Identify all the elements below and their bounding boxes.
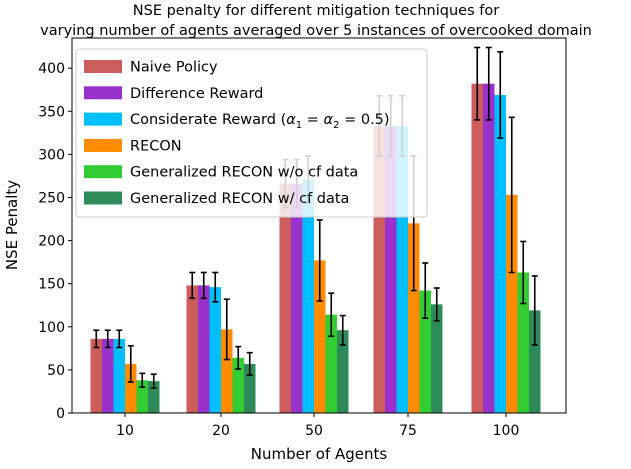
bar-series3-10 [113, 338, 125, 413]
bar-series4-50 [314, 260, 326, 413]
bar-series3-20 [209, 287, 221, 413]
error-bar-series3-100 [497, 50, 504, 139]
error-bar-series4-50 [316, 219, 323, 302]
error-bar-series6-75 [433, 287, 440, 322]
bar-series2-20 [198, 285, 210, 413]
y-tick-label-0: 0 [56, 406, 65, 422]
x-tick-label-100: 100 [493, 423, 520, 439]
legend-swatch-3 [84, 112, 122, 126]
x-tick-label-20: 20 [212, 423, 230, 439]
x-tick-label-50: 50 [305, 423, 323, 439]
bar-series1-10 [90, 338, 102, 413]
y-tick-label-50: 50 [47, 363, 65, 379]
legend-label-3: Considerate Reward (α1 = α2 = 0.5) [130, 112, 390, 131]
legend-item-2: Difference Reward [84, 86, 263, 102]
bar-series5-75 [419, 290, 431, 413]
y-tick-label-200: 200 [38, 234, 65, 250]
legend-swatch-2 [84, 86, 122, 100]
legend-label-6: Generalized RECON w/ cf data [130, 191, 349, 207]
legend-item-3: Considerate Reward (α1 = α2 = 0.5) [84, 112, 390, 131]
x-tick-label-10: 10 [116, 423, 134, 439]
legend-item-5: Generalized RECON w/o cf data [84, 165, 358, 181]
legend: Naive Policy Difference Reward Considerate… [75, 48, 428, 218]
error-bar-series4-20 [223, 298, 230, 361]
bar-series2-100 [483, 83, 495, 413]
error-bar-series3-20 [212, 271, 219, 303]
bar-series2-50 [291, 183, 303, 413]
legend-label-4: RECON [130, 138, 182, 154]
legend-item-6: Generalized RECON w/ cf data [84, 191, 349, 207]
y-tick-label-400: 400 [38, 61, 65, 77]
error-bar-series6-10 [150, 373, 157, 389]
bar-series1-20 [186, 285, 198, 413]
legend-label-1: Naive Policy [130, 60, 218, 76]
error-bar-series4-10 [127, 344, 134, 383]
bar-series3-100 [494, 94, 506, 414]
legend-swatch-6 [84, 191, 122, 205]
chart-title: NSE penalty for different mitigation tec… [40, 3, 592, 39]
error-bar-series3-10 [116, 329, 123, 349]
legend-swatch-5 [84, 165, 122, 179]
error-bar-series2-10 [104, 329, 111, 349]
bar-series3-75 [396, 125, 408, 414]
error-bar-series2-20 [200, 271, 207, 300]
legend-swatch-4 [84, 138, 122, 152]
error-bar-series2-100 [485, 46, 492, 121]
x-tick-label-75: 75 [399, 423, 417, 439]
chart-title-line-1: NSE penalty for different mitigation tec… [133, 3, 499, 19]
bar-series1-75 [373, 125, 385, 414]
legend-frame [75, 48, 428, 218]
chart-title-line-2: varying number of agents averaged over 5… [40, 23, 592, 39]
bar-series2-75 [385, 125, 397, 414]
legend-label-2: Difference Reward [130, 86, 263, 102]
y-axis-label: NSE Penalty [3, 180, 21, 270]
plot-area-frame [71, 37, 567, 414]
bar-series6-50 [337, 330, 349, 413]
y-tick-label-250: 250 [38, 190, 65, 206]
error-bar-series5-50 [328, 292, 335, 338]
bar-series6-20 [244, 363, 256, 413]
error-bar-series5-75 [422, 262, 429, 319]
y-axis: 0 50 100 150 200 250 300 350 400 [38, 61, 72, 422]
x-axis-label: Number of Agents [251, 445, 388, 463]
legend-item-4: RECON [84, 138, 182, 154]
legend-item-1: Naive Policy [84, 60, 218, 76]
error-bar-series1-20 [189, 271, 196, 300]
x-axis: 10 20 50 75 100 [116, 413, 519, 439]
y-tick-label-150: 150 [38, 277, 65, 293]
bar-series1-50 [279, 183, 291, 413]
bar-series6-10 [148, 381, 160, 413]
bars-layer [90, 83, 541, 414]
error-bar-series1-10 [93, 329, 100, 349]
error-bar-series5-10 [139, 372, 146, 388]
error-bar-series6-100 [531, 275, 538, 346]
error-bar-series5-100 [520, 240, 527, 305]
bar-series3-50 [302, 179, 314, 413]
bar-series5-20 [232, 357, 244, 413]
bar-series6-100 [529, 310, 541, 413]
error-bar-series6-50 [339, 314, 346, 346]
bar-series5-100 [517, 272, 529, 413]
legend-swatch-1 [84, 60, 122, 73]
error-bar-series1-100 [474, 46, 481, 121]
bar-series5-10 [136, 380, 148, 413]
error-bar-series4-100 [508, 116, 515, 274]
bar-series2-10 [102, 338, 114, 413]
legend-label-5: Generalized RECON w/o cf data [130, 165, 358, 181]
bar-series4-75 [408, 223, 420, 413]
bar-series5-50 [325, 314, 337, 413]
error-bar-series6-20 [246, 351, 253, 376]
error-bar-series5-20 [235, 345, 242, 370]
bar-series6-75 [431, 304, 443, 413]
bar-series1-100 [471, 83, 483, 413]
y-tick-label-300: 300 [38, 147, 65, 163]
y-tick-label-100: 100 [38, 320, 65, 336]
bar-series4-10 [125, 363, 137, 413]
y-tick-label-350: 350 [38, 104, 65, 120]
bar-series4-20 [221, 329, 233, 413]
bar-series4-100 [506, 194, 518, 413]
